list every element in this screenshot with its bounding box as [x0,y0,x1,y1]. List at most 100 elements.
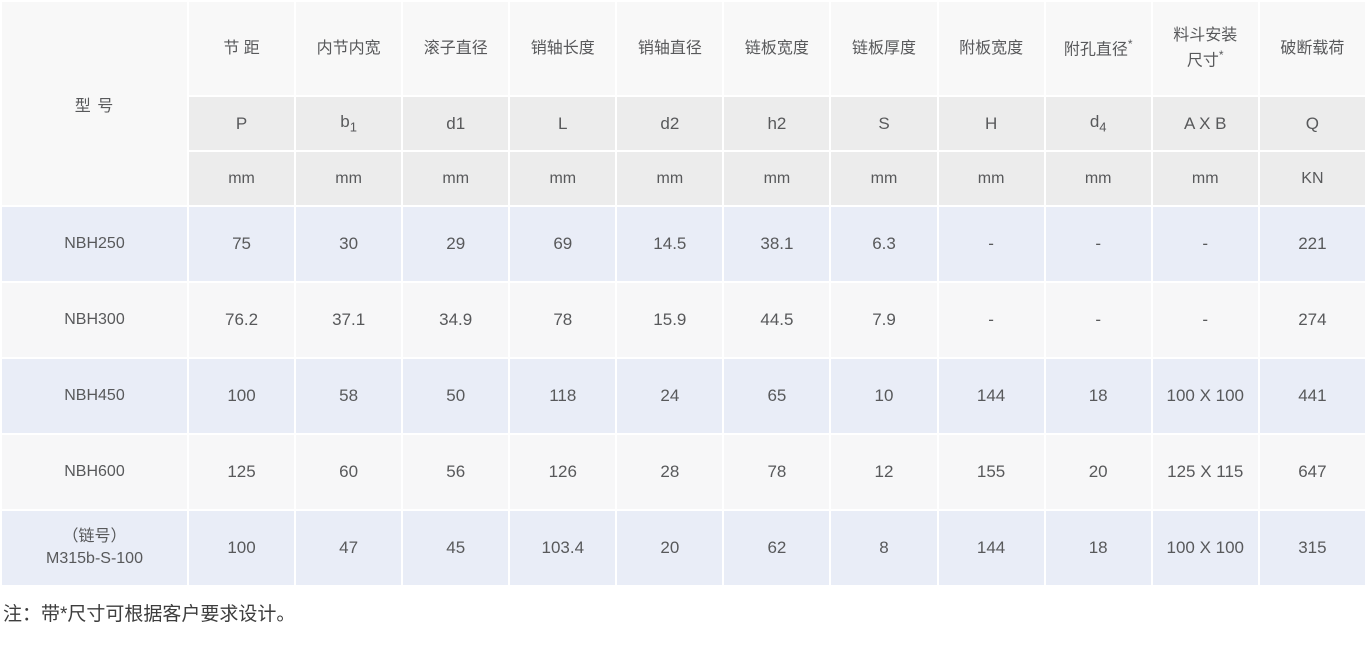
value-cell: 69 [510,207,616,281]
model-text: M315b-S-100 [46,550,143,567]
symbol-cell: Q [1259,97,1365,150]
symbol-text: L [558,113,568,133]
model-cell: NBH250 [2,207,187,281]
column-header: 破断载荷 [1259,2,1365,95]
value-cell: 315 [1259,511,1365,585]
table-row: （链号） M315b-S-100 100 47 45 103.4 20 62 8 144 18 100… [2,511,1365,585]
table-row: NBH300 76.2 37.1 34.9 78 15.9 44.5 7.9- - -274 [2,283,1365,357]
symbol-cell: b1 [296,97,402,150]
value-cell: 18 [1045,359,1151,433]
value-cell: 126 [510,435,616,509]
column-header-text: 破断载荷 [1280,39,1345,57]
symbol-text: d [1089,112,1100,132]
symbol-text: h2 [767,113,787,133]
symbol-cell: d4 [1045,97,1151,150]
unit-cell: mm [938,152,1044,205]
value-cell: 47 [296,511,402,585]
value-cell: - [1152,283,1258,357]
column-header: 内节内宽 [296,2,402,95]
unit-cell: mm [1045,152,1151,205]
value-cell: 56 [403,435,509,509]
value-cell: 20 [1045,435,1151,509]
value-cell: - [1045,283,1151,357]
model-column-header: 型 号 [2,2,187,205]
symbol-text: P [235,113,248,133]
table-row: NBH600 125 60 56 126 28 78 12 155 20 125 X 115 647 [2,435,1365,509]
symbol-text: d1 [446,113,466,133]
value-cell: 100 X 100 [1152,511,1258,585]
column-header: 销轴直径 [617,2,723,95]
table-row: NBH450 100 58 50 118 24 65 10 144 18 100 X 100 441 [2,359,1365,433]
value-cell: 62 [724,511,830,585]
value-cell: 75 [189,207,295,281]
customizable-star: * [1127,36,1133,51]
value-cell: 100 [189,359,295,433]
unit-cell: mm [510,152,616,205]
value-cell: 14.5 [617,207,723,281]
value-cell: 58 [296,359,402,433]
unit-cell: mm [617,152,723,205]
value-cell: 18 [1045,511,1151,585]
value-cell: 60 [296,435,402,509]
column-header-text: 销轴直径 [637,39,702,57]
symbol-cell: S [831,97,937,150]
value-cell: 38.1 [724,207,830,281]
column-header-text: 节 距 [223,39,260,57]
value-cell: - [938,283,1044,357]
value-cell: 24 [617,359,723,433]
column-header-text: 附板宽度 [959,39,1024,57]
unit-cell: mm [724,152,830,205]
model-cell: （链号） M315b-S-100 [2,511,187,585]
column-header-text: 链板厚度 [852,39,917,57]
symbol-text: A X B [1183,113,1227,133]
column-header-text: 尺寸 [1186,52,1219,70]
value-cell: 45 [403,511,509,585]
value-cell: 8 [831,511,937,585]
value-cell: 125 [189,435,295,509]
symbol-cell: A X B [1152,97,1258,150]
value-cell: 647 [1259,435,1365,509]
value-cell: 20 [617,511,723,585]
column-header-text: 滚子直径 [423,39,488,57]
symbol-text: H [984,113,998,133]
unit-cell: mm [831,152,937,205]
model-cell: NBH300 [2,283,187,357]
footnote-text: 注：带*尺寸可根据客户要求设计。 [3,604,296,625]
value-cell: 28 [617,435,723,509]
value-cell: 221 [1259,207,1365,281]
column-header: 链板厚度 [831,2,937,95]
column-header: 附板宽度 [938,2,1044,95]
unit-cell: mm [189,152,295,205]
value-cell: 15.9 [617,283,723,357]
model-cell: NBH600 [2,435,187,509]
symbol-cell: h2 [724,97,830,150]
symbol-subscript: 1 [349,119,357,135]
symbol-subscript: 4 [1099,119,1107,135]
value-cell: 144 [938,359,1044,433]
value-cell: 274 [1259,283,1365,357]
value-cell: 76.2 [189,283,295,357]
column-header-text: 链板宽度 [744,39,809,57]
symbol-cell: d2 [617,97,723,150]
value-cell: 10 [831,359,937,433]
model-text: （链号） [62,527,127,545]
column-header-text: 销轴长度 [530,39,595,57]
symbol-cell: H [938,97,1044,150]
symbol-text: b [340,112,350,132]
header-units-row: mm mm mm mm mm mm mm mm mm mm KN [2,152,1365,205]
column-header-text: 附孔直径 [1063,41,1128,59]
value-cell: 7.9 [831,283,937,357]
value-cell: 78 [510,283,616,357]
symbol-cell: P [189,97,295,150]
column-header: 附孔直径* [1045,2,1151,95]
page: 型 号节 距内节内宽 滚子直径 销轴长度 销轴直径 链板宽度 链板厚度 附板宽度 附孔直径* 料… [2,2,1365,625]
value-cell: 44.5 [724,283,830,357]
model-text: NBH600 [64,462,125,480]
value-cell: 29 [403,207,509,281]
table-row: NBH250 75 30 29 69 14.5 38.1 6.3- - -221 [2,207,1365,281]
symbol-text: d2 [660,113,680,133]
column-header: 销轴长度 [510,2,616,95]
value-cell: 100 [189,511,295,585]
unit-cell: KN [1259,152,1365,205]
unit-cell: mm [1152,152,1258,205]
